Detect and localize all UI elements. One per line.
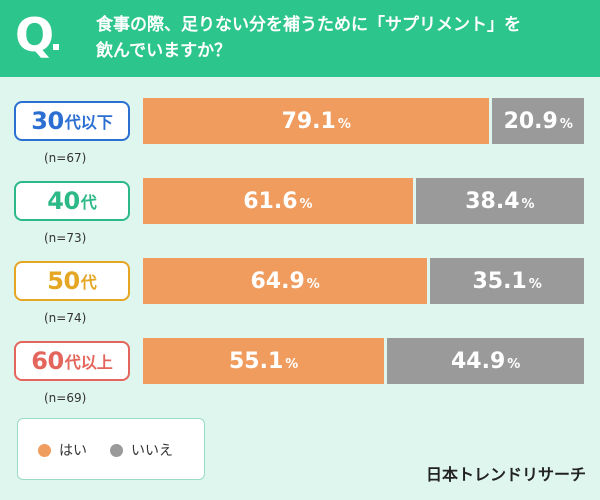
bar-segment-yes: 61.6% [143, 178, 413, 224]
bar-row-30s-under: 79.1% 20.9% [143, 98, 584, 144]
group-label-30s-under: 30 代以下 [14, 101, 130, 141]
bar-segment-no: 44.9% [387, 338, 584, 384]
bar-value-yes: 61.6 [243, 188, 298, 214]
group-label-unit: 代以上 [64, 353, 113, 372]
bar-row-50s: 64.9% 35.1% [143, 258, 584, 304]
sample-size-30s-under: (n=67) [44, 151, 87, 165]
legend-item-yes: はい [38, 440, 87, 460]
group-label-50s: 50 代 [14, 261, 130, 301]
bar-pct-no: % [528, 276, 542, 292]
bar-pct-yes: % [337, 116, 351, 132]
group-label-60s-over: 60 代以上 [14, 341, 130, 381]
bar-value-no: 35.1 [472, 268, 527, 294]
group-label-number: 30 [31, 107, 64, 135]
q-dot [53, 44, 59, 50]
bar-value-no: 44.9 [451, 348, 506, 374]
bar-segment-no: 38.4% [415, 178, 584, 224]
question-line-1: 食事の際、足りない分を補うために「サプリメント」を [96, 15, 521, 35]
bar-pct-no: % [521, 196, 535, 212]
sample-size-40s: (n=73) [44, 231, 87, 245]
bar-value-yes: 79.1 [281, 108, 336, 134]
question-header: Q 食事の際、足りない分を補うために「サプリメント」を 飲んでいますか？ [0, 0, 600, 77]
group-label-unit: 代以下 [64, 113, 113, 132]
bar-value-no: 20.9 [503, 108, 558, 134]
bar-pct-no: % [507, 356, 521, 372]
sample-size-50s: (n=74) [44, 311, 87, 325]
q-mark: Q [15, 8, 55, 62]
legend-swatch-no [110, 443, 123, 457]
group-label-number: 50 [47, 267, 80, 295]
bar-segment-yes: 55.1% [143, 338, 385, 384]
bar-pct-no: % [559, 116, 573, 132]
legend: はい いいえ [17, 418, 205, 480]
bar-segment-yes: 64.9% [143, 258, 428, 304]
bar-row-60s-over: 55.1% 44.9% [143, 338, 584, 384]
bar-value-no: 38.4 [465, 188, 520, 214]
legend-label-no: いいえ [131, 443, 173, 459]
legend-label-yes: はい [59, 443, 87, 459]
group-label-number: 40 [47, 187, 80, 215]
bar-pct-yes: % [299, 196, 313, 212]
bar-value-yes: 64.9 [250, 268, 305, 294]
group-label-unit: 代 [80, 193, 97, 212]
bar-pct-yes: % [285, 356, 299, 372]
bar-row-40s: 61.6% 38.4% [143, 178, 584, 224]
brand-logo-text: 日本トレンドリサーチ [425, 465, 586, 484]
bar-value-yes: 55.1 [229, 348, 284, 374]
sample-size-60s-over: (n=69) [44, 391, 87, 405]
legend-item-no: いいえ [110, 440, 173, 460]
question-text: 食事の際、足りない分を補うために「サプリメント」を 飲んでいますか？ [96, 12, 596, 64]
group-label-number: 60 [31, 347, 64, 375]
question-line-2: 飲んでいますか？ [96, 41, 232, 61]
bar-segment-yes: 79.1% [143, 98, 490, 144]
bar-segment-no: 35.1% [430, 258, 584, 304]
bar-pct-yes: % [306, 276, 320, 292]
bar-segment-no: 20.9% [492, 98, 584, 144]
legend-swatch-yes [38, 443, 51, 457]
group-label-unit: 代 [80, 273, 97, 292]
group-label-40s: 40 代 [14, 181, 130, 221]
